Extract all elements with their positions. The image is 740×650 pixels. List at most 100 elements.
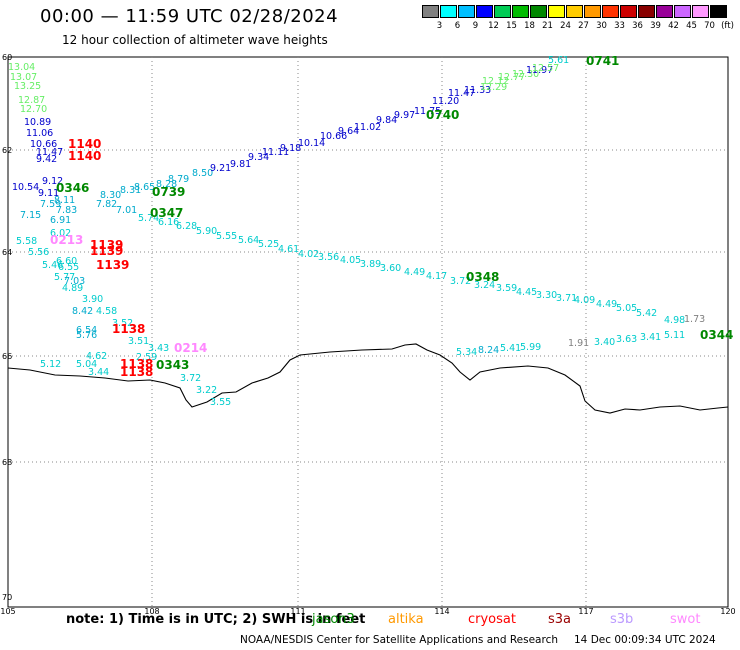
wave-height-value: 9.42 [36,154,57,165]
wave-height-value: 12.12 [482,76,509,87]
satellite-name-altika: altika [388,612,424,627]
wave-height-value: 5.11 [664,330,685,341]
wave-height-value: 10.54 [12,182,39,193]
wave-height-value: 9.11 [38,188,59,199]
wave-height-value: 12.57 [532,63,559,74]
wave-height-value: 8.28 [156,179,177,190]
legend-swatch [548,5,565,18]
legend-swatch [458,5,475,18]
wave-height-value: 4.61 [278,244,299,255]
lat-label: 60 [2,53,12,62]
wave-height-value: 6.55 [58,262,79,273]
satellite-name-jason3: jason3 [312,612,355,627]
coastline [7,343,729,414]
wave-height-value: 9.21 [210,163,231,174]
lat-label: 62 [2,146,12,155]
wave-height-value: 9.34 [248,152,269,163]
pass-time-label: 0348 [466,270,499,284]
legend-swatch [512,5,529,18]
wave-height-value: 7.82 [96,199,117,210]
wave-height-value: 4.02 [298,249,319,260]
pass-time-label: 1140 [68,137,101,151]
wave-height-value: 3.43 [148,343,169,354]
wave-height-value: 5.74 [138,213,159,224]
pass-time-label: 1138 [120,365,153,379]
wave-height-value: 11.33 [464,85,491,96]
wave-height-value: 5.42 [636,308,657,319]
wave-height-value: 8.11 [54,195,75,206]
lon-label: 105 [0,607,15,616]
legend-swatch [566,5,583,18]
wave-height-value: 8.42 [72,306,93,317]
legend-label: 45 [686,21,697,31]
legend-label: 70 [704,21,715,31]
pass-time-label: 0739 [152,185,185,199]
wave-height-value: 3.55 [210,397,231,408]
wave-height-value: 5.64 [238,235,259,246]
legend-label: 36 [632,21,643,31]
legend-swatch [656,5,673,18]
wave-height-value: 5.56 [28,247,49,258]
legend-swatch [476,5,493,18]
legend-swatch [440,5,457,18]
graticule [8,57,728,607]
map-subtitle: 12 hour collection of altimeter wave hei… [62,33,328,47]
legend-swatch [530,5,547,18]
wave-height-value: 10.89 [24,117,51,128]
lat-label: 66 [2,352,12,361]
wave-height-value: 2.59 [136,352,157,363]
legend-swatch [602,5,619,18]
pass-time-label: 0344 [700,328,733,342]
wave-height-value: 3.56 [318,252,339,263]
legend-swatch [674,5,691,18]
lon-label: 117 [578,607,593,616]
lon-label: 111 [290,607,305,616]
pass-time-label: 1139 [90,244,123,258]
wave-height-value: 9.18 [280,143,301,154]
footer-credit: NOAA/NESDIS Center for Satellite Applica… [240,634,716,646]
pass-time-label: 0213 [50,233,83,247]
wave-height-value: 10.14 [298,138,325,149]
pass-time-label: 1139 [90,238,123,252]
wave-height-value: 7.01 [116,205,137,216]
credit-text: NOAA/NESDIS Center for Satellite Applica… [240,634,558,646]
wave-height-value: 10.66 [30,139,57,150]
legend-swatch [620,5,637,18]
wave-height-value: 5.04 [76,359,97,370]
legend-label: 21 [542,21,553,31]
wave-height-value: 3.72 [180,373,201,384]
wave-height-value: 3.40 [594,337,615,348]
wave-height-value: 12.30 [512,69,539,80]
lon-label: 114 [434,607,449,616]
wave-height-value: 5.05 [616,303,637,314]
wave-height-value: 11.97 [526,65,553,76]
wave-height-value: 9.84 [376,115,397,126]
legend-swatch [494,5,511,18]
wave-height-value: 3.30 [536,290,557,301]
pass-time-label: 1138 [112,322,145,336]
legend-label: 39 [650,21,661,31]
pass-time-label: 1140 [68,149,101,163]
wave-height-value: 1.91 [568,338,589,349]
legend-label: 33 [614,21,625,31]
pass-time-label: 0741 [586,54,619,68]
wave-height-value: 9.12 [42,176,63,187]
legend-label: 30 [596,21,607,31]
lat-label: 68 [2,458,12,467]
wave-height-value: 7.15 [20,210,41,221]
wave-height-value: 4.05 [340,255,361,266]
wave-height-value: 6.91 [50,215,71,226]
legend-label: 12 [488,21,499,31]
wave-height-value: 4.45 [516,287,537,298]
wave-height-value: 11.02 [354,122,381,133]
wave-height-value: 4.62 [86,351,107,362]
wave-height-value: 1.73 [684,314,705,325]
wave-height-value: 4.49 [596,299,617,310]
axis-labels: 60 62 64 66 68 70 105 108 111 114 117 120 [0,53,735,616]
wave-height-value: 8.65 [134,182,155,193]
lat-label: 64 [2,248,12,257]
wave-height-value: 3.44 [88,367,109,378]
wave-height-value: 3.90 [82,294,103,305]
wave-height-value: 5.61 [548,55,569,66]
